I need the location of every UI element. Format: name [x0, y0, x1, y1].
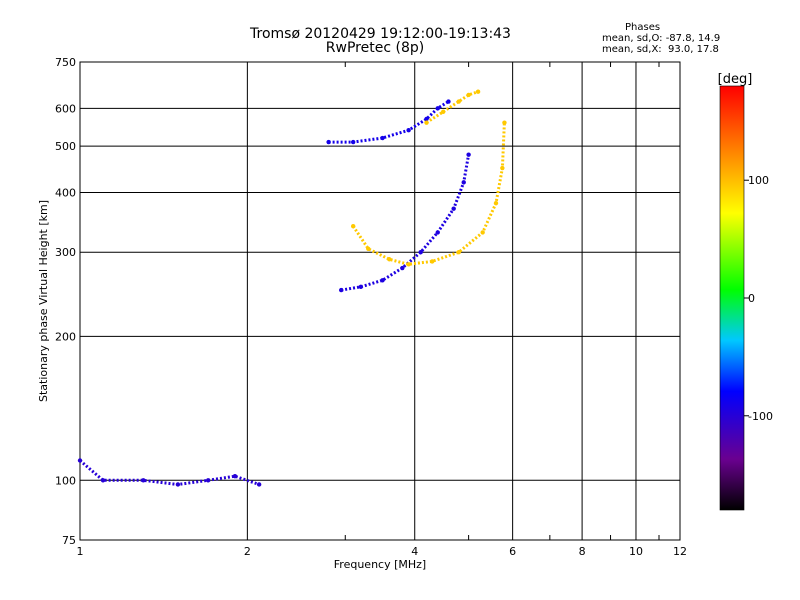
colorbar-tick-label: -100 — [748, 410, 773, 423]
echo-point — [502, 120, 507, 125]
y-tick-label: 750 — [55, 56, 76, 69]
echo-trace-line — [425, 90, 479, 124]
echo-point — [339, 287, 344, 293]
echo-point — [461, 180, 466, 185]
echo-point — [366, 246, 371, 251]
colorbar — [719, 85, 745, 511]
echo-point — [446, 99, 451, 104]
grid-lines — [80, 62, 680, 540]
echo-point — [435, 106, 440, 111]
y-tick-label: 400 — [55, 186, 76, 199]
colorbar-tick-label: 100 — [748, 174, 769, 187]
echo-point — [205, 478, 211, 483]
chart-subtitle: RwPretec (8p) — [325, 40, 425, 56]
echo-point — [424, 116, 429, 122]
echo-point — [418, 250, 423, 255]
echo-point — [466, 92, 471, 98]
echo-point — [406, 262, 411, 267]
echo-point — [451, 206, 456, 211]
echo-point — [480, 230, 485, 235]
colorbar-label: [deg] — [718, 72, 753, 87]
echo-point — [380, 278, 385, 283]
echo-point — [350, 224, 356, 229]
echo-point — [77, 458, 83, 463]
x-tick-label: 4 — [411, 545, 418, 558]
x-tick-label: 10 — [629, 545, 643, 558]
chart-title: Tromsø 20120429 19:12:00-19:13:43 — [250, 26, 511, 42]
plot-area — [79, 61, 681, 541]
echo-point — [466, 152, 471, 157]
echo-point — [429, 259, 435, 264]
echo-point — [456, 250, 461, 255]
y-tick-label: 75 — [62, 534, 76, 547]
y-tick-label: 300 — [55, 246, 76, 259]
x-tick-label: 2 — [244, 545, 251, 558]
y-tick-label: 200 — [55, 330, 76, 343]
x-tick-label: 1 — [77, 545, 84, 558]
x-tick-label: 12 — [673, 545, 687, 558]
colorbar-ticks: -100 0 100 — [744, 174, 773, 423]
x-axis-label: Frequency [MHz] — [334, 558, 426, 571]
y-axis-label: Stationary phase Virtual Height [km] — [37, 200, 50, 402]
echo-point — [424, 120, 429, 125]
echo-point — [440, 109, 446, 115]
echo-point — [435, 230, 440, 235]
echo-point — [493, 200, 499, 206]
echo-point — [232, 473, 238, 479]
echo-trace-line — [351, 122, 506, 266]
echo-point — [500, 165, 505, 171]
echo-point — [406, 127, 411, 133]
echo-point — [256, 482, 262, 487]
echo-point — [100, 478, 106, 483]
echo-point — [141, 478, 146, 483]
echo-point — [456, 99, 461, 104]
echo-point — [350, 139, 356, 145]
x-tick-label: 8 — [579, 545, 586, 558]
x-tick-label: 6 — [509, 545, 516, 558]
colorbar-tick-label: 0 — [748, 292, 755, 305]
echo-point — [358, 284, 364, 289]
echo-point — [475, 89, 481, 94]
echo-point — [387, 257, 392, 262]
echo-point — [380, 135, 385, 141]
phases-mean-o: mean, sd,O: -87.8, 14.9 — [602, 33, 721, 44]
y-tick-label: 500 — [55, 140, 76, 153]
echo-point — [326, 139, 331, 145]
y-tick-label: 600 — [55, 102, 76, 115]
y-tick-label: 100 — [55, 474, 76, 487]
echo-traces — [77, 89, 507, 487]
echo-point — [175, 482, 181, 487]
echo-point — [400, 265, 405, 271]
phases-mean-x: mean, sd,X: 93.0, 17.8 — [602, 44, 719, 55]
phases-heading: Phases — [625, 22, 661, 33]
